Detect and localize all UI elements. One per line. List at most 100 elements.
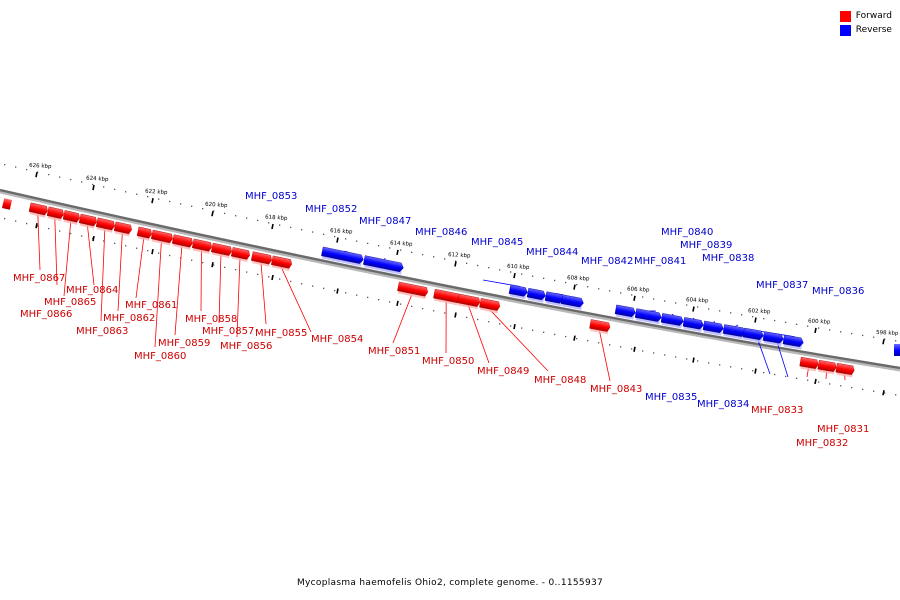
gene-arrow[interactable] bbox=[526, 287, 547, 303]
gene-arrow[interactable] bbox=[171, 234, 194, 250]
gene-label[interactable]: MHF_0842 bbox=[581, 256, 633, 267]
gene-arrow[interactable] bbox=[457, 293, 481, 310]
gene-label[interactable]: MHF_0841 bbox=[634, 256, 686, 267]
label-leader bbox=[218, 253, 222, 324]
forward-swatch bbox=[839, 10, 851, 22]
gene-label[interactable]: MHF_0861 bbox=[125, 300, 177, 311]
gene-label[interactable]: MHF_0855 bbox=[255, 328, 307, 339]
gene-label[interactable]: MHF_0863 bbox=[76, 326, 128, 337]
gene-arrow[interactable] bbox=[722, 324, 747, 340]
gene-label[interactable]: MHF_0840 bbox=[661, 227, 713, 238]
gene-arrow[interactable] bbox=[62, 210, 80, 225]
gene-arrow[interactable] bbox=[95, 217, 116, 233]
gene-label[interactable]: MHF_0858 bbox=[185, 314, 237, 325]
gene-label[interactable]: MHF_0856 bbox=[220, 341, 272, 352]
gene-label[interactable]: MHF_0867 bbox=[13, 273, 65, 284]
tick-label: 614 kbp bbox=[390, 240, 413, 247]
gene-arrow[interactable] bbox=[782, 334, 804, 350]
scale-tick-lower bbox=[151, 248, 154, 255]
gene-label[interactable]: MHF_0860 bbox=[134, 351, 186, 362]
gene-label[interactable]: MHF_0844 bbox=[526, 247, 578, 258]
legend-forward: Forward bbox=[839, 9, 892, 23]
gene-label[interactable]: MHF_0852 bbox=[305, 204, 357, 215]
gene-label[interactable]: MHF_0833 bbox=[751, 405, 803, 416]
gene-label[interactable]: MHF_0857 bbox=[202, 326, 254, 337]
gene-arrow[interactable] bbox=[270, 255, 293, 272]
gene-arrow[interactable] bbox=[799, 356, 819, 372]
gene-arrow[interactable] bbox=[835, 363, 855, 378]
tick-label: 620 kbp bbox=[205, 202, 228, 209]
gene-label[interactable]: MHF_0843 bbox=[590, 384, 642, 395]
gene-arrow[interactable] bbox=[136, 226, 153, 241]
scale-tick-lower bbox=[92, 235, 95, 242]
scale-tick-lower bbox=[814, 378, 817, 385]
gene-label[interactable]: MHF_0848 bbox=[534, 375, 586, 386]
gene-arrow[interactable] bbox=[230, 247, 251, 263]
gene-label[interactable]: MHF_0846 bbox=[415, 227, 467, 238]
gene-label[interactable]: MHF_0862 bbox=[103, 313, 155, 324]
label-leader bbox=[598, 330, 611, 382]
gene-label[interactable]: MHF_0851 bbox=[368, 346, 420, 357]
gene-label[interactable]: MHF_0839 bbox=[680, 240, 732, 251]
gene-arrow[interactable] bbox=[78, 213, 97, 229]
gene-arrow[interactable] bbox=[589, 319, 611, 335]
gene-arrow[interactable] bbox=[397, 281, 429, 299]
tick-label: 606 kbp bbox=[627, 286, 650, 293]
gene-label[interactable]: MHF_0854 bbox=[311, 334, 363, 345]
gene-arrow[interactable] bbox=[150, 229, 174, 246]
gene-arrow[interactable] bbox=[433, 288, 461, 306]
tick-label: 604 kbp bbox=[686, 297, 709, 304]
gene-label[interactable]: MHF_0838 bbox=[702, 253, 754, 264]
gene-arrow[interactable] bbox=[479, 298, 501, 314]
gene-arrow[interactable] bbox=[660, 313, 685, 329]
gene-arrow[interactable] bbox=[682, 317, 705, 333]
gene-label[interactable]: MHF_0836 bbox=[812, 286, 864, 297]
gene-arrow[interactable] bbox=[250, 251, 273, 267]
scale-tick-lower bbox=[35, 223, 38, 229]
gene-label[interactable]: MHF_0845 bbox=[471, 237, 523, 248]
gene-arrow[interactable] bbox=[702, 320, 725, 336]
gene-label[interactable]: MHF_0831 bbox=[817, 424, 869, 435]
gene-label[interactable]: MHF_0864 bbox=[66, 285, 118, 296]
tick-label: 602 kbp bbox=[748, 308, 771, 315]
gene-arrow[interactable] bbox=[210, 242, 233, 259]
gene-arrow[interactable] bbox=[113, 221, 133, 237]
label-leader bbox=[63, 220, 72, 297]
gene-label[interactable]: MHF_0837 bbox=[756, 280, 808, 291]
gene-label[interactable]: MHF_0859 bbox=[158, 338, 210, 349]
gene-arrow[interactable] bbox=[544, 291, 565, 307]
gene-arrow[interactable] bbox=[634, 308, 663, 325]
gene-label[interactable]: MHF_0865 bbox=[44, 297, 96, 308]
label-leader bbox=[467, 304, 490, 364]
gene-arrow-partial bbox=[894, 344, 900, 356]
gene-arrow[interactable] bbox=[508, 284, 529, 300]
gene-arrow[interactable] bbox=[191, 238, 213, 254]
gene-label[interactable]: MHF_0853 bbox=[245, 191, 297, 202]
gene-arrow[interactable] bbox=[560, 294, 585, 310]
gene-arrow[interactable] bbox=[46, 206, 64, 222]
gene-arrow[interactable] bbox=[742, 327, 764, 343]
gene-arrow[interactable] bbox=[321, 246, 364, 267]
gene-label[interactable]: MHF_0832 bbox=[796, 438, 848, 449]
gene-arrow[interactable] bbox=[363, 255, 404, 275]
label-leader bbox=[135, 237, 145, 299]
legend-forward-label: Forward bbox=[855, 11, 892, 21]
gene-arrow-partial bbox=[1, 198, 13, 210]
gene-label[interactable]: MHF_0835 bbox=[645, 392, 697, 403]
gene-arrow[interactable] bbox=[28, 202, 48, 218]
gene-label[interactable]: MHF_0834 bbox=[697, 399, 749, 410]
gene-label[interactable]: MHF_0849 bbox=[477, 366, 529, 377]
gene-label[interactable]: MHF_0850 bbox=[422, 356, 474, 367]
reverse-swatch bbox=[839, 24, 851, 36]
gene-arrow[interactable] bbox=[614, 304, 637, 320]
label-leader bbox=[37, 213, 41, 271]
scale-tick bbox=[211, 211, 214, 217]
gene-arrow[interactable] bbox=[817, 359, 837, 375]
label-leader bbox=[280, 266, 312, 333]
map-caption: Mycoplasma haemofelis Ohio2, complete ge… bbox=[296, 578, 604, 588]
gene-label[interactable]: MHF_0847 bbox=[359, 216, 411, 227]
label-leader bbox=[154, 240, 162, 348]
gene-arrow[interactable] bbox=[762, 331, 784, 347]
gene-label[interactable]: MHF_0866 bbox=[20, 309, 72, 320]
